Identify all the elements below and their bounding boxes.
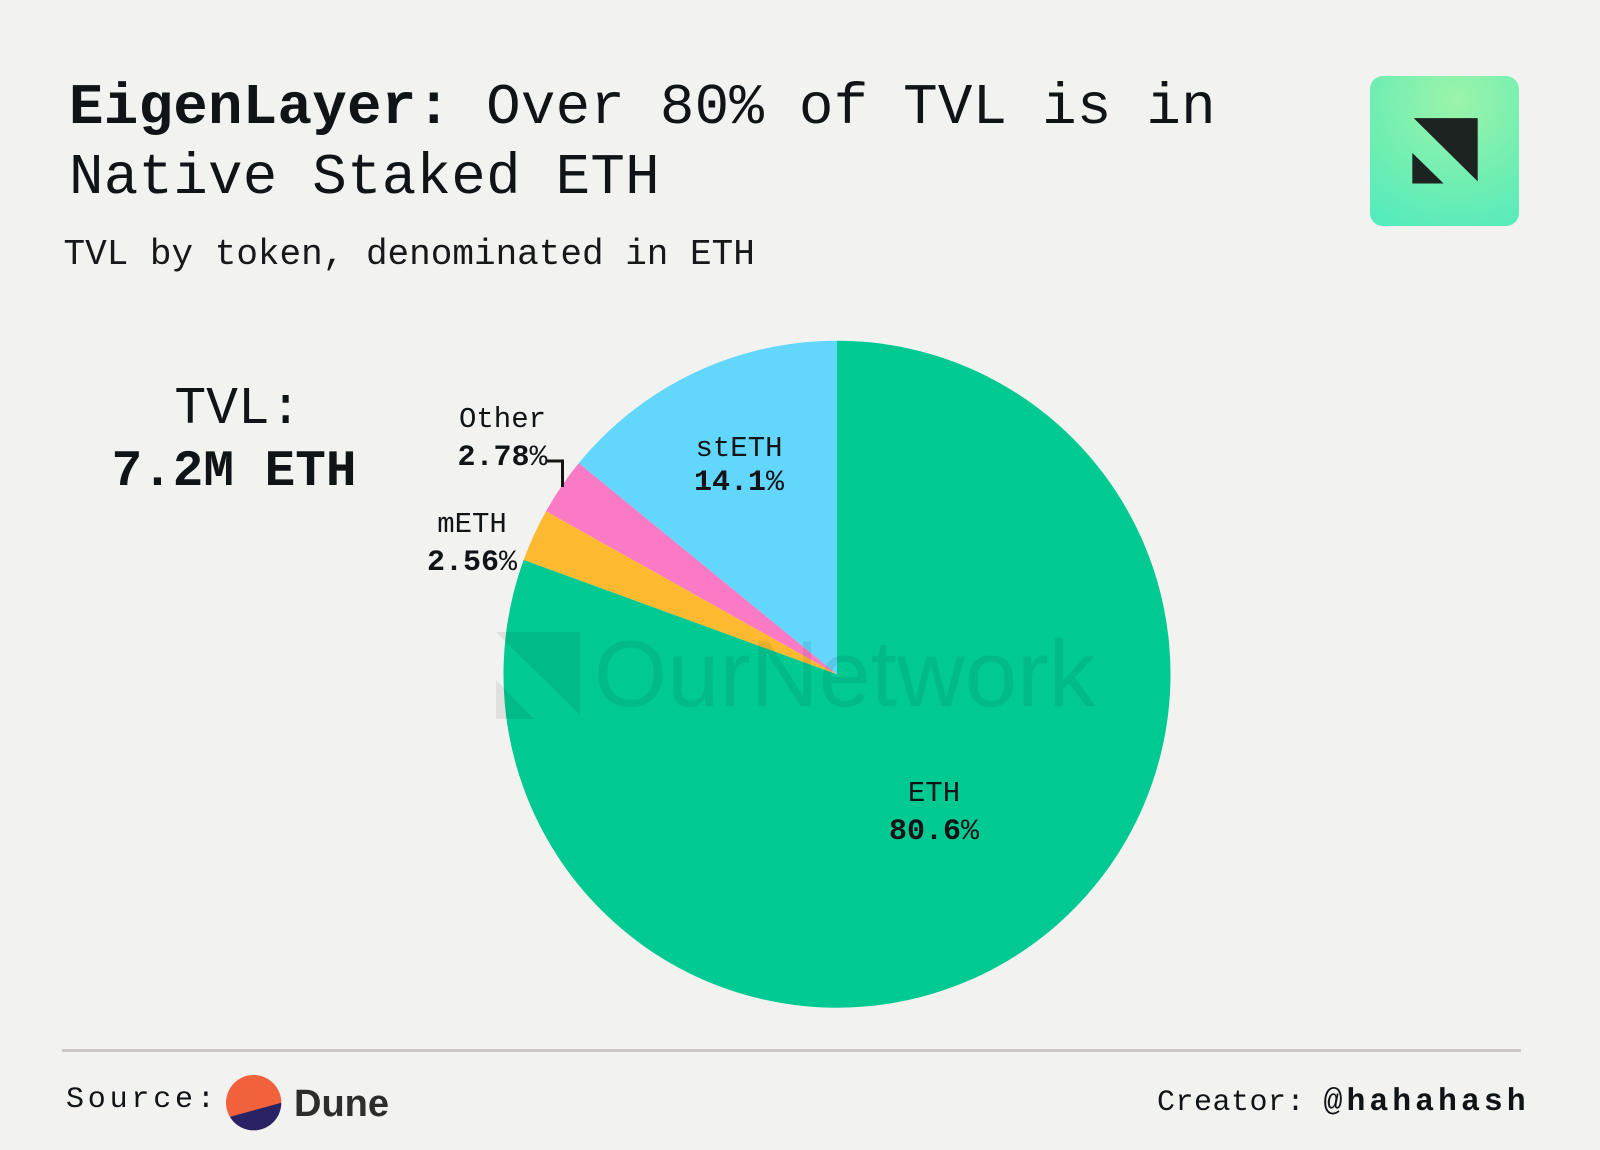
svg-text:OurNetwork: OurNetwork (594, 621, 1096, 726)
